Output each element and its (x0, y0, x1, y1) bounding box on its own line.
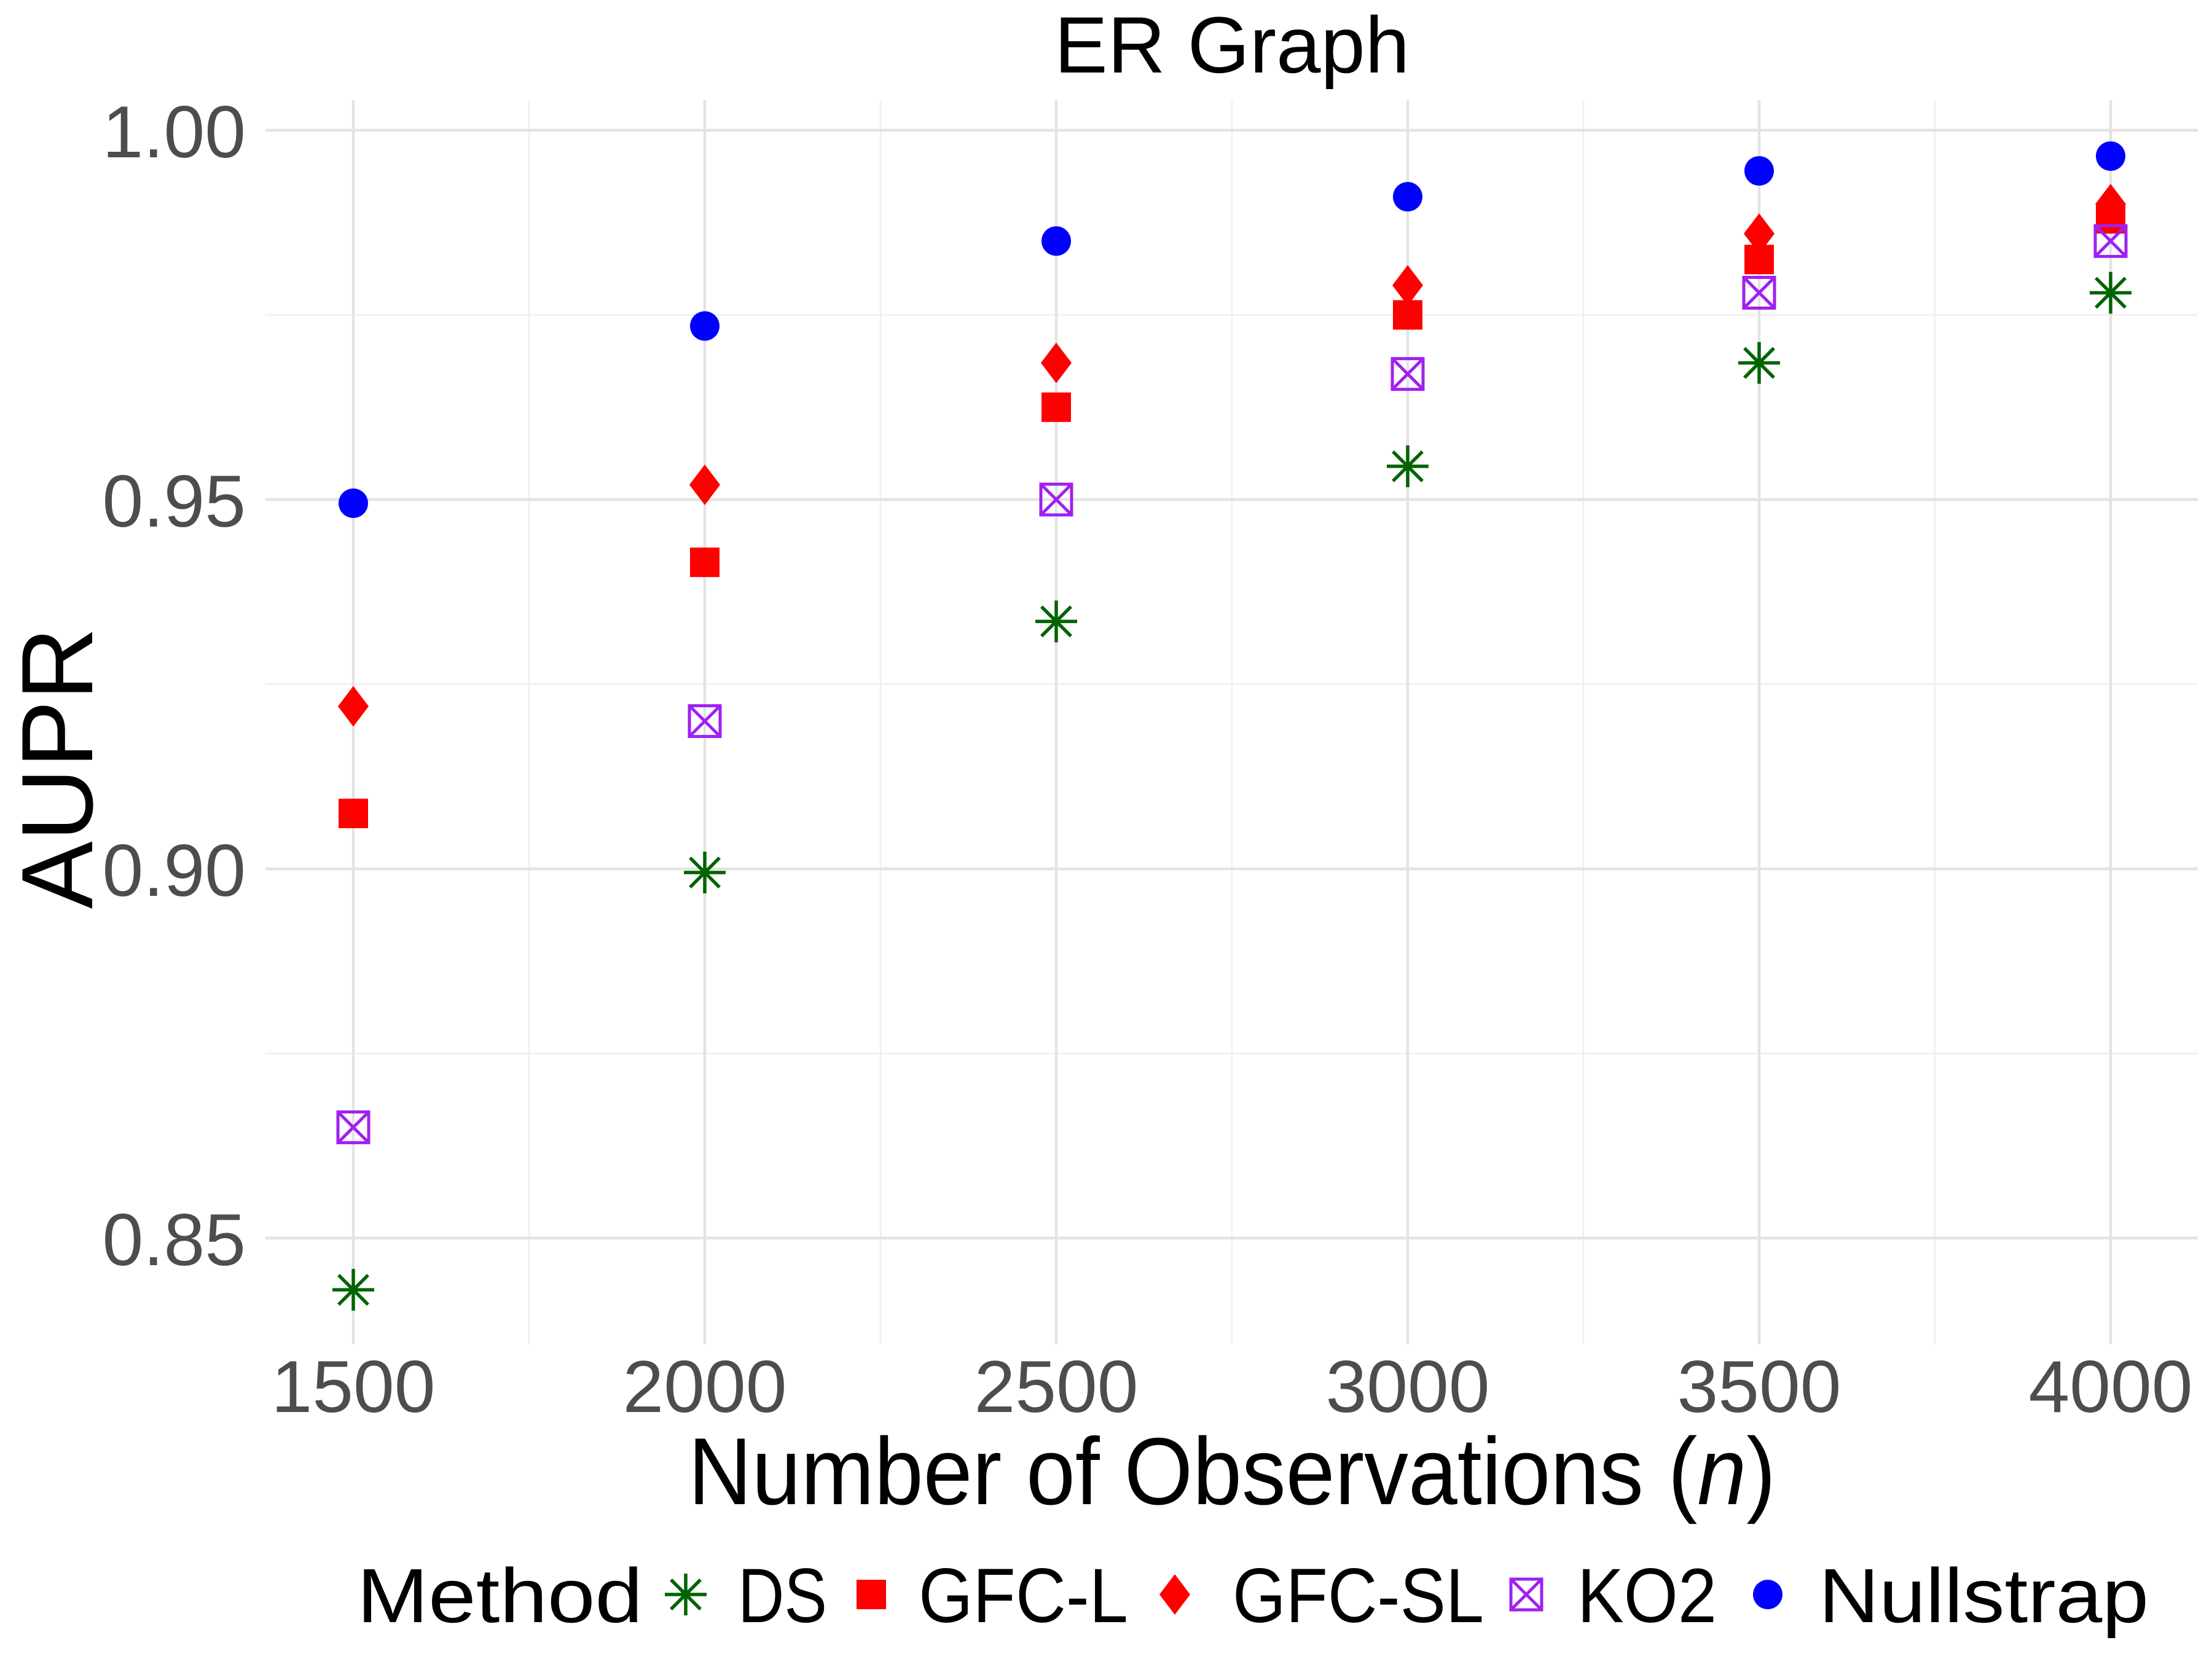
data-point-Nullstrap-2500 (1041, 226, 1071, 256)
square-cross-icon (1509, 1577, 1543, 1612)
square-icon (857, 1580, 886, 1609)
data-point-GFC-SL-1500 (338, 686, 369, 727)
x-tick-3500: 3500 (1677, 1346, 1841, 1428)
y-tick-0.85: 0.85 (102, 1199, 246, 1281)
data-points-layer (332, 141, 2132, 1311)
gridlines-minor (265, 100, 2198, 1344)
data-point-KO2-2000 (688, 704, 722, 739)
y-tick-1.00: 1.00 (102, 91, 246, 173)
data-point-DS-4000 (2090, 272, 2132, 314)
circle-icon (1753, 1580, 1783, 1609)
legend-title: Method (357, 1553, 643, 1639)
asterisk-icon (665, 1574, 707, 1615)
data-point-Nullstrap-3500 (1744, 156, 1774, 186)
legend-item-label-gfc-l: GFC-L (919, 1553, 1128, 1639)
legend: Method DS GFC-L GFC-SL KO2 Nullstrap (357, 1553, 2149, 1639)
data-point-DS-1500 (332, 1269, 374, 1311)
y-axis-title: AUPR (1, 627, 114, 909)
data-point-Nullstrap-2000 (690, 311, 720, 341)
data-point-Nullstrap-1500 (339, 488, 368, 519)
data-point-GFC-L-2500 (1041, 392, 1071, 422)
data-point-GFC-L-1500 (339, 798, 368, 828)
data-point-KO2-4000 (2093, 224, 2128, 258)
plot-title: ER Graph (1054, 0, 1410, 90)
data-point-GFC-SL-3500 (1744, 213, 1775, 254)
data-point-DS-3000 (1387, 445, 1429, 487)
data-point-KO2-1500 (336, 1110, 371, 1145)
legend-item-label-nullstrap: Nullstrap (1819, 1553, 2149, 1639)
data-point-GFC-SL-3000 (1392, 265, 1423, 306)
data-point-Nullstrap-3000 (1393, 182, 1422, 212)
diamond-icon (1159, 1574, 1190, 1615)
x-axis-title: Number of Observations (n) (688, 1418, 1776, 1524)
legend-item-label-ds: DS (738, 1553, 827, 1639)
data-point-GFC-SL-2000 (689, 464, 720, 505)
y-tick-0.95: 0.95 (102, 460, 246, 543)
x-tick-3000: 3000 (1326, 1346, 1490, 1428)
data-point-KO2-2500 (1039, 482, 1073, 517)
x-tick-2500: 2500 (975, 1346, 1139, 1428)
data-point-GFC-SL-2500 (1041, 342, 1072, 383)
data-point-GFC-L-2000 (690, 547, 720, 578)
x-tick-1500: 1500 (272, 1346, 436, 1428)
data-point-DS-3500 (1738, 342, 1780, 384)
x-tick-2000: 2000 (623, 1346, 787, 1428)
data-point-Nullstrap-4000 (2096, 141, 2125, 171)
x-tick-4000: 4000 (2029, 1346, 2193, 1428)
x-axis-tick-labels: 1500 2000 2500 3000 3500 4000 (272, 1346, 2193, 1428)
data-point-DS-2000 (684, 852, 726, 894)
data-point-KO2-3000 (1390, 357, 1425, 391)
y-tick-0.90: 0.90 (102, 830, 246, 912)
data-point-KO2-3500 (1742, 275, 1776, 310)
data-point-DS-2500 (1035, 600, 1077, 643)
legend-item-label-ko2: KO2 (1577, 1553, 1717, 1639)
data-point-GFC-SL-4000 (2095, 184, 2126, 225)
y-axis-tick-labels: 1.00 0.95 0.90 0.85 (102, 91, 246, 1281)
legend-item-label-gfc-sl: GFC-SL (1233, 1553, 1484, 1639)
